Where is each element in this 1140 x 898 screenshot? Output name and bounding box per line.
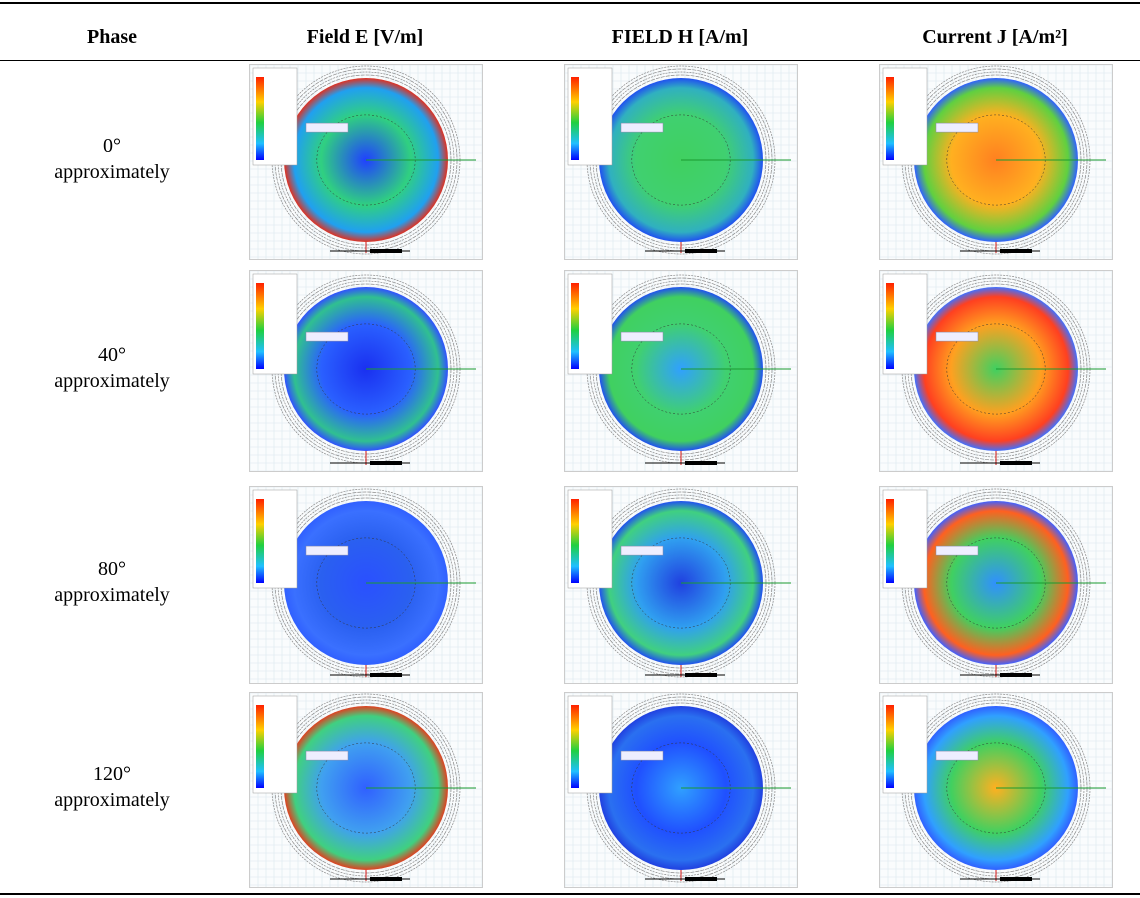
phase-angle: 40°: [12, 342, 212, 368]
phase-cell: 120°approximately: [12, 761, 212, 813]
field-plot: [249, 270, 483, 472]
legend-bar: [886, 705, 894, 788]
field-plot: [564, 64, 798, 260]
legend-bar: [256, 705, 264, 788]
field-plot: [564, 270, 798, 472]
plot-svg: [880, 65, 1112, 259]
plot-svg: [250, 487, 482, 683]
field-plot: [249, 692, 483, 888]
field-plot: [879, 64, 1113, 260]
phase-tag: [306, 546, 348, 555]
header-cell: FIELD H [A/m]: [530, 26, 830, 49]
bottom-rule: [0, 893, 1140, 895]
scale-bar-fill: [370, 461, 402, 465]
plot-svg: [250, 271, 482, 471]
legend-bar: [571, 283, 579, 369]
phase-tag: [936, 751, 978, 760]
plot-svg: [565, 271, 797, 471]
page: PhaseField E [V/m]FIELD H [A/m]Current J…: [0, 0, 1140, 898]
plot-svg: [565, 65, 797, 259]
top-rule: [0, 2, 1140, 4]
scale-bar-fill: [1000, 249, 1032, 253]
legend-bar: [256, 499, 264, 583]
phase-tag: [621, 751, 663, 760]
plot-svg: [250, 65, 482, 259]
phase-angle: 120°: [12, 761, 212, 787]
plot-svg: [880, 271, 1112, 471]
scale-bar-fill: [685, 877, 717, 881]
phase-tag: [621, 546, 663, 555]
plot-svg: [565, 487, 797, 683]
header-cell: Current J [A/m²]: [845, 26, 1140, 49]
phase-angle: 0°: [12, 133, 212, 159]
phase-tag: [621, 332, 663, 341]
scale-bar-fill: [685, 249, 717, 253]
legend-bar: [571, 77, 579, 160]
field-plot: [564, 692, 798, 888]
phase-tag: [306, 123, 348, 132]
scale-bar-fill: [370, 673, 402, 677]
phase-note: approximately: [12, 787, 212, 813]
phase-note: approximately: [12, 159, 212, 185]
phase-note: approximately: [12, 582, 212, 608]
phase-tag: [621, 123, 663, 132]
legend-bar: [256, 283, 264, 369]
field-plot: [879, 270, 1113, 472]
field-plot: [249, 486, 483, 684]
legend-bar: [256, 77, 264, 160]
field-plot: [879, 692, 1113, 888]
phase-angle: 80°: [12, 556, 212, 582]
scale-bar-fill: [1000, 461, 1032, 465]
field-plot: [879, 486, 1113, 684]
scale-bar-fill: [1000, 877, 1032, 881]
phase-cell: 40°approximately: [12, 342, 212, 394]
scale-bar-fill: [370, 249, 402, 253]
legend-bar: [886, 499, 894, 583]
phase-note: approximately: [12, 368, 212, 394]
legend-bar: [571, 705, 579, 788]
legend-bar: [571, 499, 579, 583]
plot-svg: [880, 693, 1112, 887]
scale-bar-fill: [685, 461, 717, 465]
phase-tag: [936, 123, 978, 132]
phase-cell: 80°approximately: [12, 556, 212, 608]
plot-svg: [565, 693, 797, 887]
legend-bar: [886, 77, 894, 160]
plot-svg: [250, 693, 482, 887]
phase-cell: 0°approximately: [12, 133, 212, 185]
legend-bar: [886, 283, 894, 369]
phase-tag: [306, 332, 348, 341]
phase-tag: [936, 332, 978, 341]
scale-bar-fill: [685, 673, 717, 677]
phase-tag: [306, 751, 348, 760]
plot-svg: [880, 487, 1112, 683]
field-plot: [249, 64, 483, 260]
scale-bar-fill: [370, 877, 402, 881]
scale-bar-fill: [1000, 673, 1032, 677]
field-plot: [564, 486, 798, 684]
header-rule: [0, 60, 1140, 61]
header-cell: Field E [V/m]: [215, 26, 515, 49]
phase-tag: [936, 546, 978, 555]
